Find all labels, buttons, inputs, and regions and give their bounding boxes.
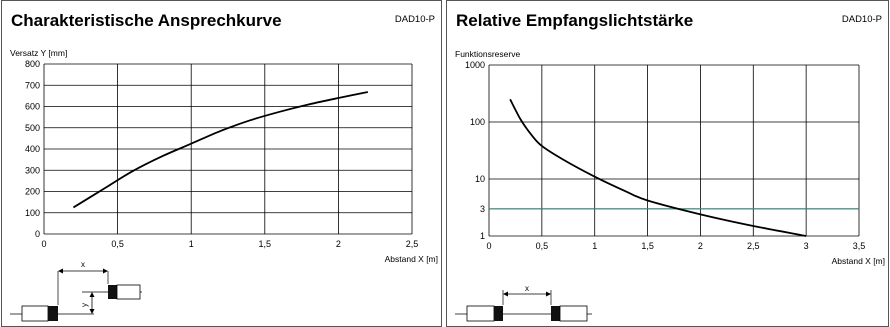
panel-title: Charakteristische Ansprechkurve xyxy=(11,11,282,30)
x-tick-label: 2 xyxy=(698,241,703,251)
x-tick-label: 0,5 xyxy=(111,239,124,249)
y-tick-label: 1 xyxy=(480,231,485,241)
x-tick-label: 2 xyxy=(336,239,341,249)
dimension-arrow xyxy=(58,268,108,274)
y-tick-label: 1000 xyxy=(465,60,485,70)
receiver-lens xyxy=(108,285,117,299)
x-tick-label: 0 xyxy=(41,239,46,249)
receiver-lens xyxy=(551,306,560,321)
x-tick-label: 1,5 xyxy=(641,241,654,251)
x-tick-label: 2,5 xyxy=(747,241,760,251)
sketch-label-x: x xyxy=(81,260,85,269)
x-tick-label: 0,5 xyxy=(536,241,549,251)
model-code: DAD10-P xyxy=(394,14,435,25)
y-tick-label: 800 xyxy=(25,59,40,69)
y-tick-label: 100 xyxy=(470,117,485,127)
x-axis-title: Abstand X [m] xyxy=(832,256,885,266)
x-axis-title: Abstand X [m] xyxy=(385,254,438,264)
sketch-label-x: x xyxy=(525,284,529,293)
response-curve-chart: Versatz Y [mm] 0 0,5 1 1,5 2 2,5 0 100 200 300 400 5… xyxy=(10,48,438,322)
dimension-arrow xyxy=(503,291,551,297)
x-tick-label: 2,5 xyxy=(406,239,419,249)
y-axis-title: Versatz Y [mm] xyxy=(10,48,67,58)
y-tick-label: 600 xyxy=(25,102,40,112)
y-tick-label: 3 xyxy=(480,204,485,214)
y-tick-label: 200 xyxy=(25,187,40,197)
light-intensity-chart: Funktionsreserve 0 0,5 1 1,5 2 2,5 3 3,5 1 3 10 100 1… xyxy=(455,49,885,322)
emitter-housing xyxy=(466,305,495,322)
dimension-arrow xyxy=(89,292,95,314)
y-tick-label: 300 xyxy=(25,165,40,175)
emitter-lens xyxy=(494,306,503,321)
y-tick-label: 700 xyxy=(25,80,40,90)
y-tick-label: 0 xyxy=(35,229,40,239)
panel-title: Relative Empfangslichtstärke xyxy=(456,11,694,30)
response-curve xyxy=(72,91,369,209)
x-tick-label: 1,5 xyxy=(259,239,272,249)
sketch-label-y: y xyxy=(80,303,89,307)
emitter-housing xyxy=(21,305,49,322)
x-tick-label: 1 xyxy=(592,241,597,251)
response-curve-panel: Charakteristische Ansprechkurve DAD10-P … xyxy=(1,0,442,327)
y-tick-label: 400 xyxy=(25,144,40,154)
y-tick-label: 100 xyxy=(25,208,40,218)
x-tick-label: 3,5 xyxy=(853,241,866,251)
x-tick-label: 0 xyxy=(486,241,491,251)
x-tick-label: 1 xyxy=(189,239,194,249)
y-tick-label: 10 xyxy=(475,174,485,184)
y-tick-label: 500 xyxy=(25,123,40,133)
emitter-lens xyxy=(48,306,58,321)
x-tick-label: 3 xyxy=(804,241,809,251)
receiver-housing xyxy=(116,284,141,300)
response-curve xyxy=(509,98,807,237)
light-intensity-panel: Relative Empfangslichtstärke DAD10-P Fun… xyxy=(446,0,889,327)
y-axis-title: Funktionsreserve xyxy=(455,49,520,59)
model-code: DAD10-P xyxy=(841,14,882,25)
receiver-housing xyxy=(559,305,588,322)
